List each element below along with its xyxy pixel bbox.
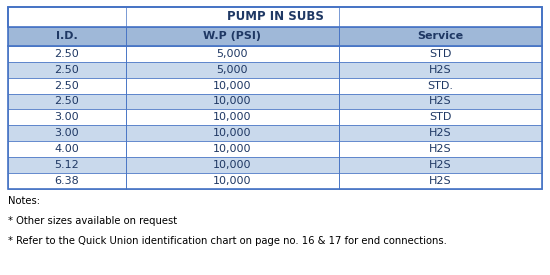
Bar [8, 109, 125, 125]
Bar [8, 27, 125, 46]
Text: 10,000: 10,000 [213, 128, 251, 138]
Bar [339, 62, 542, 78]
Text: Service: Service [417, 31, 464, 41]
Text: I.D.: I.D. [56, 31, 78, 41]
Bar [339, 173, 542, 189]
Bar [125, 78, 339, 94]
Bar [8, 94, 125, 109]
Text: 10,000: 10,000 [213, 81, 251, 90]
Text: 10,000: 10,000 [213, 176, 251, 186]
Text: H2S: H2S [429, 144, 452, 154]
Text: 2.50: 2.50 [54, 49, 79, 59]
Bar [8, 173, 125, 189]
Bar [8, 125, 125, 141]
Bar [125, 157, 339, 173]
Bar [339, 125, 542, 141]
Text: 2.50: 2.50 [54, 81, 79, 90]
Text: 10,000: 10,000 [213, 160, 251, 170]
Text: STD: STD [429, 49, 452, 59]
Bar [8, 7, 542, 189]
Bar [8, 46, 125, 62]
Bar [125, 109, 339, 125]
Text: H2S: H2S [429, 65, 452, 75]
Text: H2S: H2S [429, 128, 452, 138]
Text: 6.38: 6.38 [54, 176, 79, 186]
Text: H2S: H2S [429, 160, 452, 170]
Bar [339, 78, 542, 94]
Bar [8, 78, 125, 94]
Text: 2.50: 2.50 [54, 97, 79, 106]
Bar [339, 157, 542, 173]
Bar [125, 94, 339, 109]
Bar [125, 27, 339, 46]
Text: PUMP IN SUBS: PUMP IN SUBS [227, 10, 323, 23]
Bar [125, 62, 339, 78]
Text: 10,000: 10,000 [213, 144, 251, 154]
Bar [339, 27, 542, 46]
Text: 5,000: 5,000 [217, 65, 248, 75]
Bar [125, 141, 339, 157]
Bar [8, 62, 125, 78]
Bar [339, 109, 542, 125]
Text: STD.: STD. [427, 81, 453, 90]
Text: H2S: H2S [429, 176, 452, 186]
Text: STD: STD [429, 112, 452, 122]
Text: 10,000: 10,000 [213, 112, 251, 122]
Text: * Refer to the Quick Union identification chart on page no. 16 & 17 for end conn: * Refer to the Quick Union identificatio… [8, 236, 447, 246]
Text: * Other sizes available on request: * Other sizes available on request [8, 216, 177, 226]
Bar [339, 141, 542, 157]
Text: Notes:: Notes: [8, 196, 40, 206]
Bar [339, 46, 542, 62]
Text: 10,000: 10,000 [213, 97, 251, 106]
Text: 4.00: 4.00 [54, 144, 79, 154]
Bar [125, 46, 339, 62]
Text: 5,000: 5,000 [217, 49, 248, 59]
Bar [339, 94, 542, 109]
Bar [8, 157, 125, 173]
Bar [8, 141, 125, 157]
Text: W.P (PSI): W.P (PSI) [204, 31, 261, 41]
Text: 3.00: 3.00 [54, 112, 79, 122]
Text: 5.12: 5.12 [54, 160, 79, 170]
Bar [125, 173, 339, 189]
Text: 3.00: 3.00 [54, 128, 79, 138]
Bar [125, 125, 339, 141]
Text: H2S: H2S [429, 97, 452, 106]
Bar [8, 7, 542, 27]
Text: 2.50: 2.50 [54, 65, 79, 75]
